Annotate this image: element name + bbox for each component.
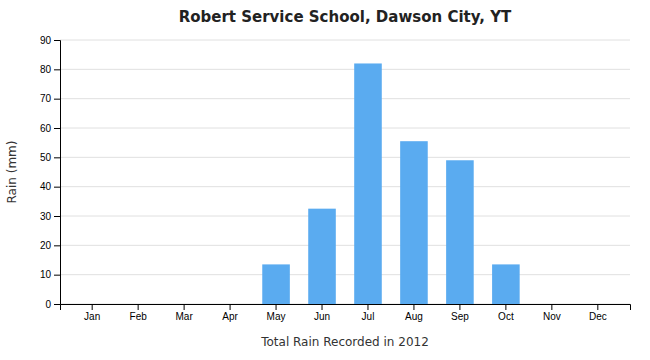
tick: May xyxy=(267,304,286,322)
tick: Jun xyxy=(314,304,330,322)
tick-mark xyxy=(276,304,277,310)
tick: 0 xyxy=(45,299,60,310)
tick-label: 80 xyxy=(40,64,52,75)
chart-svg: 0 10 20 30 40 50 60 70 80 90 Jan Feb Mar Apr May Jun Jul… xyxy=(0,0,650,360)
tick-label: 90 xyxy=(40,35,52,46)
tick: 50 xyxy=(40,152,60,163)
tick: 20 xyxy=(40,240,60,251)
x-axis-label: Total Rain Recorded in 2012 xyxy=(260,335,429,349)
tick-mark xyxy=(413,304,414,310)
tick-label: 20 xyxy=(40,240,52,251)
tick-mark xyxy=(54,216,60,217)
grid-line xyxy=(60,98,630,99)
tick-mark xyxy=(54,187,60,188)
grid-line xyxy=(60,245,630,246)
tick-label: Dec xyxy=(589,311,607,322)
tick-label: Sep xyxy=(451,311,469,322)
tick-mark xyxy=(459,304,460,310)
axis-line xyxy=(61,305,631,311)
y-axis-label: Rain (mm) xyxy=(5,141,19,204)
bar xyxy=(78,304,106,305)
tick-label: 40 xyxy=(40,181,52,192)
tick-label: 10 xyxy=(40,269,52,280)
tick: 40 xyxy=(40,181,60,192)
x-axis: Jan Feb Mar Apr May Jun Jul Aug Sep Oct Nov Dec xyxy=(61,304,631,322)
tick-label: 0 xyxy=(45,299,51,310)
tick: 70 xyxy=(40,93,60,104)
grid xyxy=(60,40,630,304)
tick-label: 30 xyxy=(40,211,52,222)
tick-label: May xyxy=(267,311,286,322)
tick-mark xyxy=(505,304,506,310)
tick-label: Jun xyxy=(314,311,330,322)
chart-container: 0 10 20 30 40 50 60 70 80 90 Jan Feb Mar Apr May Jun Jul… xyxy=(0,0,650,360)
tick-mark xyxy=(597,304,598,310)
tick: Sep xyxy=(451,304,469,322)
tick-label: 70 xyxy=(40,93,52,104)
tick-mark xyxy=(367,304,368,310)
tick: Nov xyxy=(543,304,561,322)
tick-label: 50 xyxy=(40,152,52,163)
tick: Feb xyxy=(130,304,148,322)
tick: Apr xyxy=(222,304,238,322)
tick-mark xyxy=(54,40,60,41)
bar xyxy=(308,209,336,304)
tick-label: Feb xyxy=(130,311,148,322)
tick-label: Oct xyxy=(498,311,514,322)
tick: Dec xyxy=(589,304,607,322)
bar xyxy=(538,304,566,305)
tick-label: Jul xyxy=(362,311,375,322)
tick-label: Mar xyxy=(175,311,193,322)
grid-line xyxy=(60,157,630,158)
tick: Mar xyxy=(175,304,193,322)
tick-mark xyxy=(551,304,552,310)
axis-line xyxy=(54,41,61,305)
tick: 10 xyxy=(40,269,60,280)
grid-line xyxy=(60,274,630,275)
bar xyxy=(124,304,152,305)
tick-mark xyxy=(54,99,60,100)
bar xyxy=(400,141,428,304)
tick: Jan xyxy=(84,304,100,322)
bar xyxy=(584,304,612,305)
tick-mark xyxy=(322,304,323,310)
tick-mark xyxy=(54,128,60,129)
tick-mark xyxy=(54,69,60,70)
tick-mark xyxy=(54,245,60,246)
grid-line xyxy=(60,69,630,70)
grid-line xyxy=(60,216,630,217)
tick: 30 xyxy=(40,211,60,222)
bar xyxy=(262,264,290,304)
grid-line xyxy=(60,128,630,129)
bar xyxy=(492,264,520,304)
bar xyxy=(354,63,382,304)
tick: 90 xyxy=(40,35,60,46)
tick-label: Nov xyxy=(543,311,561,322)
bar xyxy=(216,304,244,305)
y-axis: 0 10 20 30 40 50 60 70 80 90 xyxy=(40,35,61,310)
tick: 80 xyxy=(40,64,60,75)
tick-mark xyxy=(138,304,139,310)
tick-label: Jan xyxy=(84,311,100,322)
bars xyxy=(262,63,519,304)
tick: Aug xyxy=(405,304,423,322)
tick-mark xyxy=(54,304,60,305)
tick: Jul xyxy=(362,304,375,322)
title: Robert Service School, Dawson City, YT xyxy=(179,8,512,26)
tick-mark xyxy=(230,304,231,310)
grid-line xyxy=(60,40,630,41)
grid-line xyxy=(60,186,630,187)
tick-label: Aug xyxy=(405,311,423,322)
bar xyxy=(170,304,198,305)
tick-mark xyxy=(184,304,185,310)
tick-label: 60 xyxy=(40,123,52,134)
tick-label: Apr xyxy=(222,311,238,322)
bar xyxy=(446,160,474,304)
tick: Oct xyxy=(498,304,514,322)
tick-mark xyxy=(92,304,93,310)
tick-mark xyxy=(54,275,60,276)
plot-area: 0 10 20 30 40 50 60 70 80 90 Jan Feb Mar Apr May Jun Jul… xyxy=(40,35,631,322)
tick: 60 xyxy=(40,123,60,134)
tick-mark xyxy=(54,157,60,158)
